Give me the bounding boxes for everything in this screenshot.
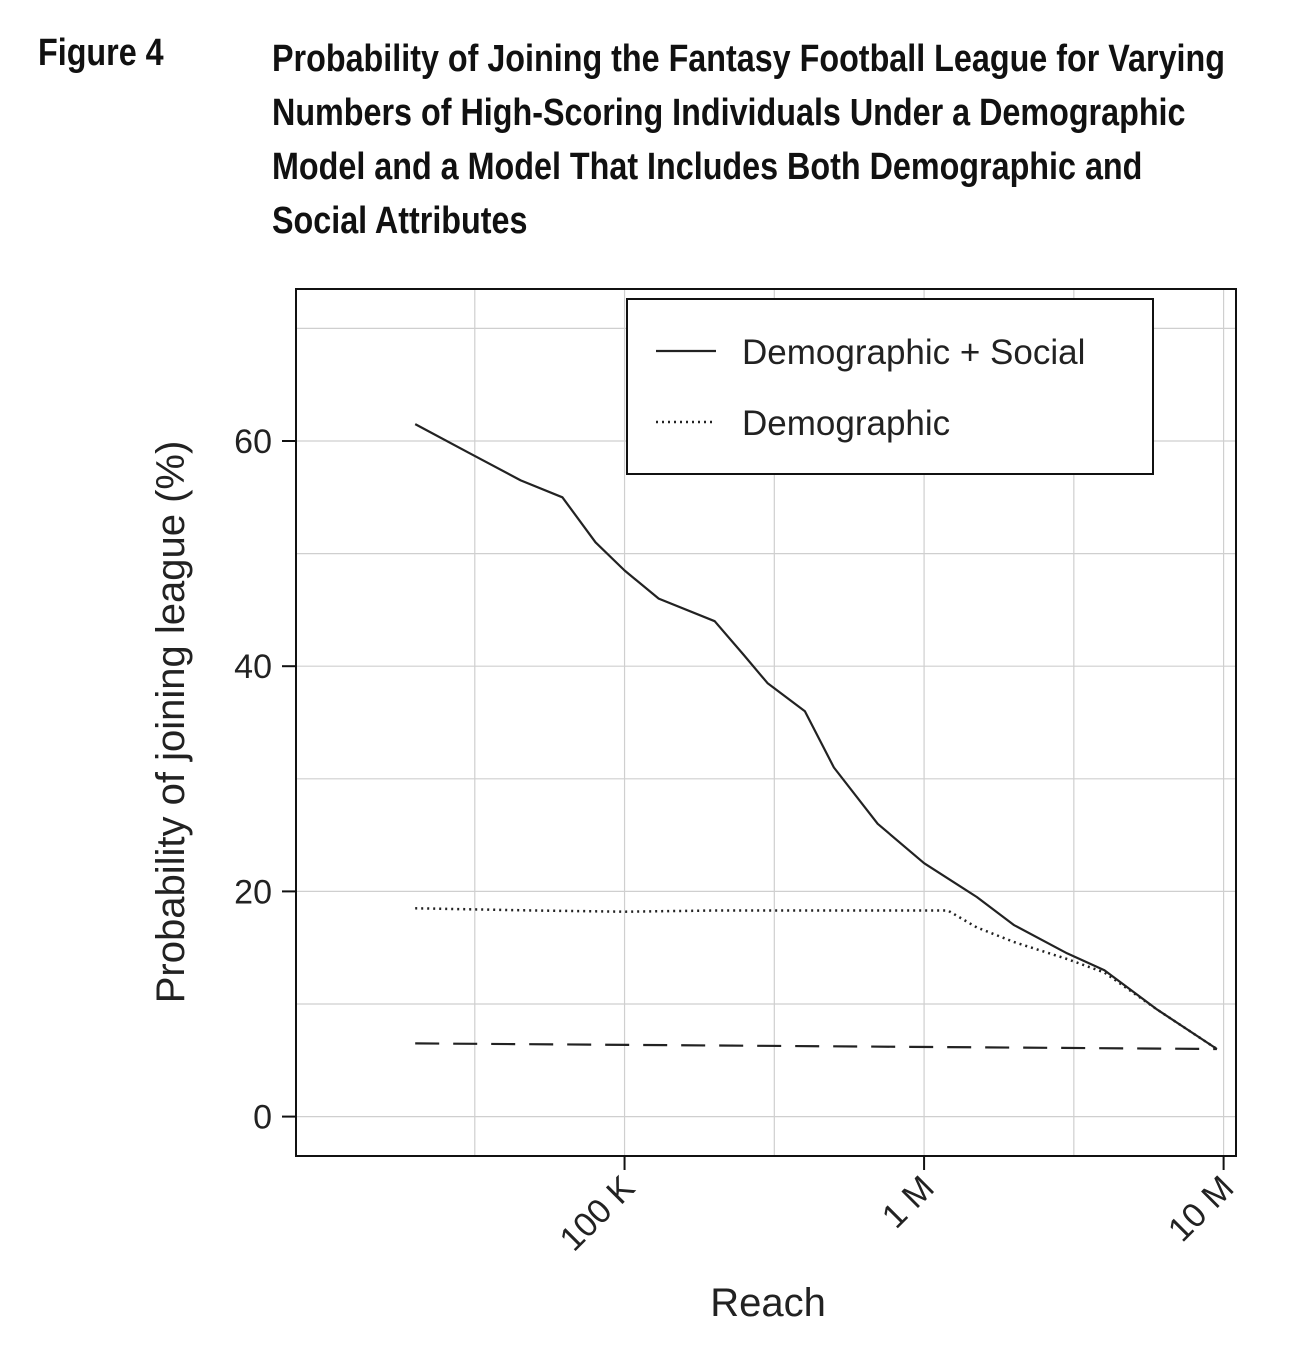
x-tick-label: 1 M <box>875 1169 942 1236</box>
series-line-dashed <box>415 1042 1217 1051</box>
figure-label: Figure 4 <box>38 32 164 74</box>
y-tick-label: 40 <box>234 648 272 686</box>
legend-box <box>626 298 1154 475</box>
y-axis-ticks: 0 20 40 60 <box>234 423 296 1137</box>
y-tick-label: 0 <box>253 1099 272 1137</box>
series-line-solid <box>414 423 1218 1050</box>
y-tick-label: 20 <box>234 873 272 911</box>
x-tick-label: 100 K <box>553 1169 643 1259</box>
x-tick-label: 10 M <box>1161 1169 1241 1249</box>
figure-title: Probability of Joining the Fantasy Footb… <box>272 38 1225 242</box>
legend-label-demographic: Demographic <box>742 404 950 443</box>
y-tick-label: 60 <box>234 423 272 461</box>
plot-frame <box>295 288 1237 1157</box>
x-axis-ticks: 100 K 1 M 10 M <box>553 1156 1241 1259</box>
legend: Demographic + Social Demographic <box>626 298 1154 475</box>
y-axis-label: Probability of joining league (%) <box>149 441 193 1004</box>
x-axis-label: Reach <box>710 1281 826 1325</box>
legend-label-demographic-social: Demographic + Social <box>742 333 1085 372</box>
series-line-dotted <box>415 907 1218 1051</box>
series-lines <box>414 423 1218 1051</box>
